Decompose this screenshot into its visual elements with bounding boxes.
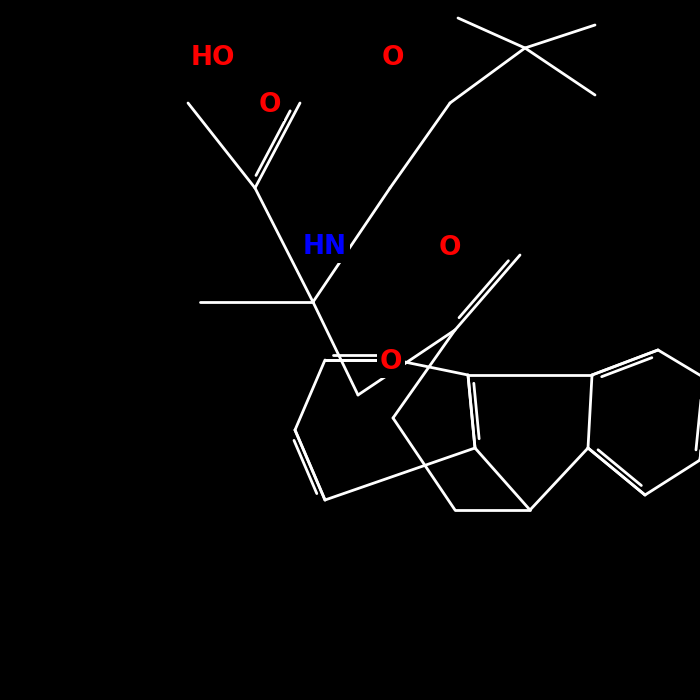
Text: HN: HN bbox=[303, 234, 347, 260]
Text: O: O bbox=[379, 349, 402, 375]
Text: O: O bbox=[382, 45, 405, 71]
Text: HO: HO bbox=[190, 45, 235, 71]
Text: O: O bbox=[439, 235, 461, 261]
Text: O: O bbox=[259, 92, 281, 118]
